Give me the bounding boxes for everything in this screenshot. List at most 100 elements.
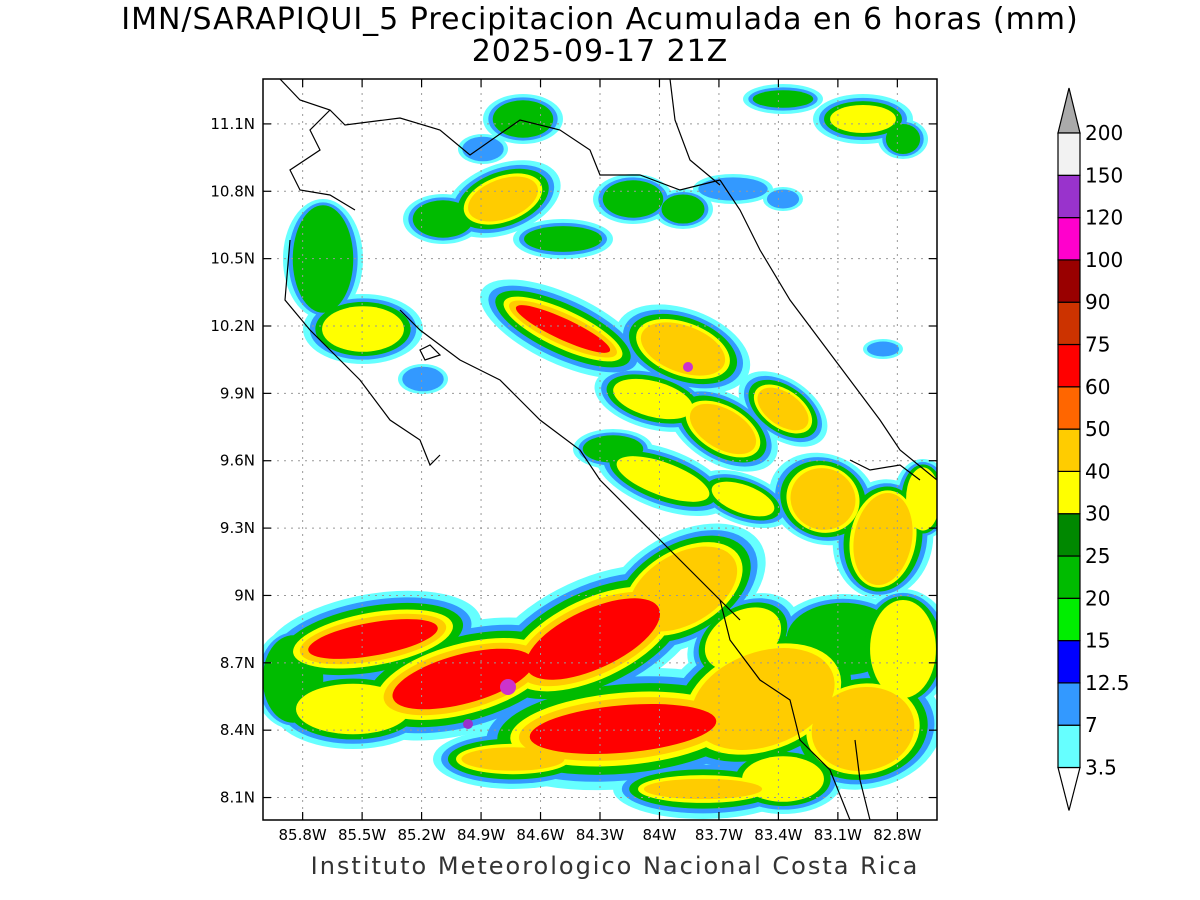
precip-blob (661, 194, 705, 224)
coast-line (289, 109, 356, 211)
coast-line (854, 739, 871, 820)
precip-blob (403, 194, 483, 244)
colorbar-swatch (1057, 217, 1081, 261)
precip-blob (510, 691, 736, 767)
precip-blob (573, 429, 653, 469)
precip-blob (497, 683, 749, 775)
precip-blob (264, 590, 482, 688)
precip-blob (693, 598, 793, 680)
precip-blob (685, 400, 761, 458)
precip-blob (701, 474, 785, 524)
precip-blob (885, 124, 921, 154)
precip-blob (704, 607, 782, 671)
colorbar-swatch (1057, 343, 1081, 388)
precip-blob (689, 403, 757, 455)
precip-blob (882, 121, 924, 157)
precip-blob (473, 667, 773, 791)
precip-blob (684, 643, 842, 755)
precip-core (683, 362, 693, 372)
precip-blob (640, 322, 726, 376)
precip-blob (441, 734, 585, 784)
precip-blob (838, 483, 928, 595)
precip-blob (830, 104, 896, 134)
colorbar-swatch (1057, 639, 1081, 684)
precip-core (500, 679, 516, 695)
precipitation-fields (263, 84, 937, 819)
precip-blob (693, 174, 773, 204)
lon-tick-label: 84.6W (516, 826, 564, 844)
colorbar-label: 12.5 (1085, 671, 1130, 695)
precip-blob (601, 370, 705, 428)
precip-blob (757, 387, 809, 431)
colorbar: 3.5 7 12.5 15 20 25 30 40 50 60 75 90 100 120 150 200 (1057, 87, 1130, 811)
precip-blob (636, 319, 730, 379)
precip-blob (753, 384, 813, 434)
precip-blob (274, 597, 472, 681)
chart-title: IMN/SARAPIQUI_5 Precipitacion Acumulada … (121, 2, 1079, 37)
map-gridlines (263, 79, 937, 820)
precip-blob (492, 100, 554, 138)
precip-blob (263, 632, 328, 726)
precip-blob (462, 136, 504, 162)
precip-blob (383, 642, 543, 716)
precip-blob (615, 535, 751, 643)
precip-blob (849, 490, 917, 588)
precip-blob (594, 366, 712, 432)
colorbar-label: 120 (1085, 206, 1123, 230)
precip-blob (480, 279, 646, 379)
colorbar-swatch (1057, 597, 1081, 642)
precip-blob (292, 205, 354, 313)
precip-blob (365, 630, 561, 728)
lat-tick-label: 8.1N (220, 789, 255, 807)
precip-blob (524, 226, 602, 252)
precip-blob (488, 97, 558, 141)
precip-blob (282, 602, 464, 676)
precip-blob (308, 619, 438, 659)
precip-blob (811, 686, 915, 772)
precip-blob (273, 669, 433, 749)
colorbar-swatch (1057, 555, 1081, 599)
precip-blob (824, 101, 902, 137)
precip-blob (451, 164, 555, 234)
precip-blob (616, 456, 710, 502)
precip-blob (481, 564, 705, 714)
lon-tick-label: 84W (643, 826, 677, 844)
precip-blob (603, 447, 723, 511)
precip-blob (503, 296, 623, 362)
colorbar-swatch (1057, 132, 1081, 176)
lon-tick-label: 83.4W (754, 826, 802, 844)
credit-text: Instituto Meteorologico Nacional Costa R… (310, 852, 920, 880)
precip-blob (596, 442, 730, 516)
precip-blob (356, 624, 570, 734)
precip-blob (752, 90, 814, 108)
precip-band (293, 104, 937, 803)
precip-blob (742, 756, 824, 802)
coast-line (399, 309, 741, 621)
precip-blob (729, 748, 837, 810)
coast-line (284, 239, 441, 467)
lat-tick-label: 9.3N (220, 519, 255, 537)
precip-blob (609, 451, 717, 507)
map-axis-ticks: 85.8W 85.5W 85.2W 84.9W 84.6W 84.3W 84W 83.7W 83… (210, 79, 937, 844)
precip-blob (628, 546, 738, 632)
precip-blob (674, 391, 772, 467)
colorbar-label: 150 (1085, 163, 1123, 187)
map-frame (262, 78, 938, 821)
colorbar-label: 200 (1085, 121, 1123, 145)
colorbar-swatch (1057, 428, 1081, 473)
precip-blob (433, 729, 593, 789)
precip-blob (674, 636, 852, 762)
lon-tick-label: 83.7W (695, 826, 743, 844)
precip-blob (766, 189, 800, 209)
precip-blob (743, 84, 823, 114)
precip-blob (615, 304, 751, 394)
precip-blob (748, 87, 818, 111)
precip-blob (376, 637, 550, 721)
precip-blob (628, 313, 738, 385)
precip-blob (456, 743, 570, 775)
precip-blob (608, 530, 758, 648)
coast-line (849, 459, 921, 481)
precip-core (463, 719, 473, 729)
precip-blob (806, 683, 920, 775)
precip-blob (623, 542, 743, 636)
